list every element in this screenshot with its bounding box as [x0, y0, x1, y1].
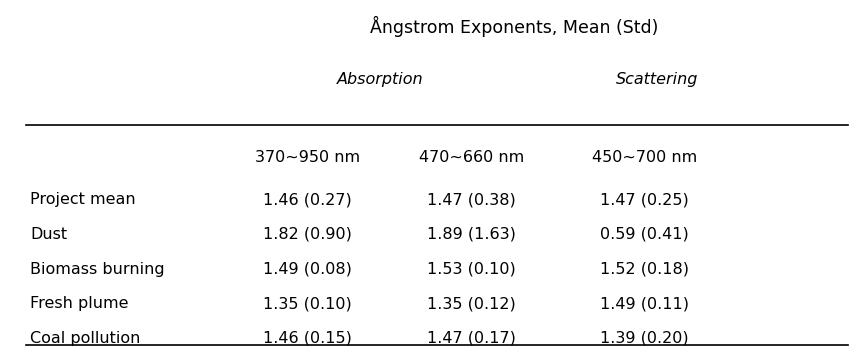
- Text: 450~700 nm: 450~700 nm: [592, 150, 697, 165]
- Text: 0.59 (0.41): 0.59 (0.41): [600, 227, 689, 242]
- Text: 1.35 (0.10): 1.35 (0.10): [263, 296, 351, 311]
- Text: Biomass burning: Biomass burning: [30, 262, 165, 276]
- Text: 1.47 (0.38): 1.47 (0.38): [427, 192, 516, 207]
- Text: 370~950 nm: 370~950 nm: [254, 150, 360, 165]
- Text: 1.53 (0.10): 1.53 (0.10): [427, 262, 516, 276]
- Text: Fresh plume: Fresh plume: [30, 296, 129, 311]
- Text: Project mean: Project mean: [30, 192, 136, 207]
- Text: 470~660 nm: 470~660 nm: [419, 150, 524, 165]
- Text: 1.52 (0.18): 1.52 (0.18): [600, 262, 689, 276]
- Text: 1.47 (0.17): 1.47 (0.17): [427, 331, 516, 346]
- Text: 1.49 (0.11): 1.49 (0.11): [600, 296, 689, 311]
- Text: Coal pollution: Coal pollution: [30, 331, 141, 346]
- Text: 1.46 (0.27): 1.46 (0.27): [263, 192, 351, 207]
- Text: Ångstrom Exponents, Mean (Std): Ångstrom Exponents, Mean (Std): [370, 16, 659, 37]
- Text: 1.35 (0.12): 1.35 (0.12): [427, 296, 516, 311]
- Text: 1.89 (1.63): 1.89 (1.63): [427, 227, 516, 242]
- Text: 1.46 (0.15): 1.46 (0.15): [263, 331, 351, 346]
- Text: Dust: Dust: [30, 227, 67, 242]
- Text: Scattering: Scattering: [616, 72, 699, 87]
- Text: 1.49 (0.08): 1.49 (0.08): [263, 262, 351, 276]
- Text: 1.82 (0.90): 1.82 (0.90): [263, 227, 351, 242]
- Text: Absorption: Absorption: [337, 72, 424, 87]
- Text: 1.39 (0.20): 1.39 (0.20): [600, 331, 689, 346]
- Text: 1.47 (0.25): 1.47 (0.25): [600, 192, 689, 207]
